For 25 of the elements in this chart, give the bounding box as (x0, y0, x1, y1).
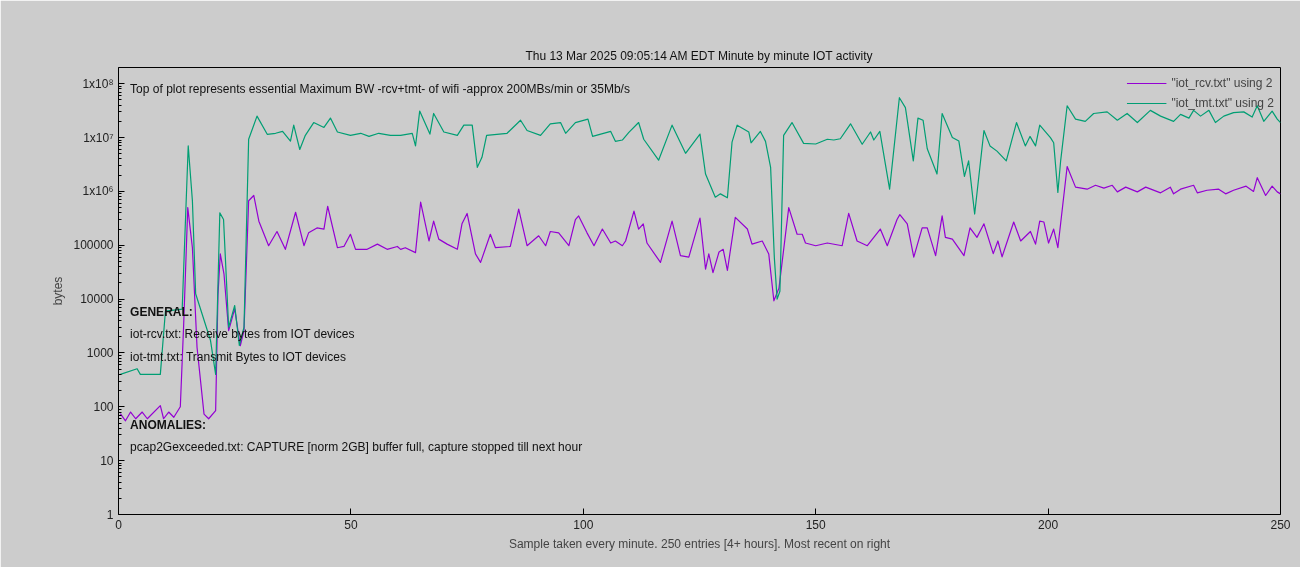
y-tick-label: 1 (106, 507, 114, 522)
y-tick-label: 1000 (86, 345, 114, 360)
x-tick-label: 100 (573, 517, 594, 532)
x-tick-label: 0 (115, 517, 123, 532)
x-axis-title: Sample taken every minute. 250 entries [4+ hours]. Most recent on right (508, 536, 891, 551)
annotation: ANOMALIES: (130, 417, 207, 432)
y-axis-title: bytes (51, 276, 66, 306)
y-tick-label: 1x10⁶ (82, 184, 114, 199)
annotation: pcap2Gexceeded.txt: CAPTURE [norm 2GB] buffer full, capture stopped till next hour (130, 439, 583, 454)
chart-title: Thu 13 Mar 2025 09:05:14 AM EDT Minute by minute IOT activity (525, 48, 873, 63)
x-tick-label: 250 (1270, 517, 1291, 532)
y-tick-label: 100000 (73, 238, 114, 253)
legend-label: "iot_tmt.txt" using 2 (1171, 96, 1274, 110)
x-tick-label: 200 (1038, 517, 1059, 532)
y-tick-label: 10 (100, 453, 114, 468)
y-tick-label: 1x10⁸ (82, 76, 114, 91)
legend-label: "iot_rcv.txt" using 2 (1171, 76, 1273, 90)
y-tick-label: 10000 (80, 292, 114, 307)
line-series (119, 97, 1281, 375)
annotation: Top of plot represents essential Maximum BW -rcv+tmt- of wifi -approx 200MBs/min or 35Mb/s (130, 82, 630, 97)
y-tick-label: 1x10⁷ (83, 130, 114, 145)
x-tick-label: 50 (344, 517, 358, 532)
y-tick-label: 100 (93, 399, 114, 414)
x-tick-label: 150 (805, 517, 827, 532)
line-series (119, 165, 1281, 422)
